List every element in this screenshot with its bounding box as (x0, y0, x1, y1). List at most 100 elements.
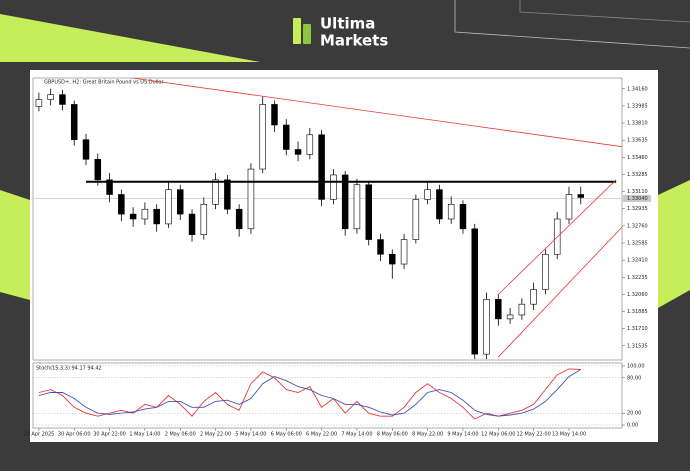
x-tick-label: 30 Apr 22:00 (93, 432, 126, 438)
y-tick-label: 1.31885 (627, 309, 648, 315)
candle-body (565, 194, 573, 220)
candle-body (318, 134, 325, 200)
current-price-box (623, 194, 651, 202)
candle-body (94, 158, 102, 181)
stripe (658, 180, 690, 308)
trend-line (129, 78, 622, 148)
chart-title: GBPUSD+, H2: Great Britain Pound vs US D… (44, 80, 164, 86)
candle-body (353, 184, 361, 230)
brand-text: Markets (320, 32, 388, 50)
indicator-line (38, 369, 582, 417)
main-plot-frame (32, 77, 623, 361)
candle-body (483, 298, 490, 355)
y-tick-label: 1.32060 (627, 292, 648, 298)
x-tick-label: 7 May 14:00 (341, 432, 372, 438)
candle-body (424, 189, 431, 200)
x-tick-label: 6 May 06:00 (271, 432, 302, 438)
decor-line (454, 0, 690, 49)
y-tick-label: 100.00 (627, 363, 645, 369)
decor-line (519, 0, 690, 23)
candle-body (129, 213, 137, 220)
x-tick-label: 13 May 14:00 (552, 432, 586, 438)
stripe (0, 190, 30, 300)
y-tick-label: 1.32410 (627, 258, 648, 264)
logo: Ultima Markets (293, 15, 388, 50)
candle-body (283, 124, 290, 150)
x-tick-label: 8 May 22:00 (412, 432, 443, 438)
candle-body (235, 208, 243, 230)
y-tick-label: 1.32585 (627, 240, 648, 246)
candle-body (247, 168, 255, 230)
candle-body (377, 239, 384, 255)
candle-body (294, 149, 302, 155)
candle-body (542, 253, 549, 290)
y-tick-label: 1.33985 (627, 103, 648, 109)
x-tick-label: 5 May 14:00 (235, 432, 266, 438)
candle-body (412, 199, 420, 240)
candle-body (436, 189, 443, 220)
x-tick-label: 9 May 14:00 (447, 432, 478, 438)
stoch-plot-frame (32, 362, 623, 429)
candle-body (330, 174, 337, 200)
y-tick-label: 1.33460 (627, 155, 648, 161)
candle-body (495, 298, 502, 320)
brand-text: Ultima (320, 15, 375, 33)
candle-body (70, 104, 78, 140)
stripe (0, 14, 260, 62)
candle-body (165, 189, 172, 225)
x-tick-label: 12 May 22:00 (517, 432, 551, 438)
y-tick-label: 1.32935 (627, 206, 648, 212)
candle-body (400, 239, 408, 265)
y-tick-label: 1.33110 (627, 189, 648, 195)
y-tick-label: 1.33635 (627, 138, 648, 144)
candle-body (365, 184, 372, 240)
y-tick-label: 1.31710 (627, 326, 648, 332)
candle-body (82, 139, 90, 160)
x-tick-label: 12 May 06:00 (481, 432, 515, 438)
stoch-plot (38, 368, 582, 420)
candle-body (224, 179, 231, 210)
x-tick-label: 1 May 14:00 (129, 432, 160, 438)
y-tick-label: 1.33285 (627, 172, 648, 178)
y-tick-label: 20.00 (627, 411, 641, 417)
y-tick-label: 0.00 (627, 423, 638, 429)
candle-body (200, 204, 208, 235)
candle-body (306, 134, 314, 155)
candle-body (59, 94, 66, 105)
y-tick-label: 1.32760 (627, 223, 648, 229)
main-plot (33, 78, 622, 360)
x-tick-label: 6 May 22:00 (306, 432, 337, 438)
candle-body (212, 179, 219, 205)
x-tick-label: 2 May 22:00 (200, 432, 231, 438)
candle-body (259, 104, 266, 170)
candle-body (577, 194, 585, 198)
x-tick-label: 30 Apr 06:00 (58, 432, 91, 438)
y-tick-label: 1.33810 (627, 121, 648, 127)
y-tick-label: 1.31535 (627, 343, 648, 349)
y-tick-label: 1.32235 (627, 275, 648, 281)
candle-body (341, 174, 349, 230)
candle-body (530, 289, 537, 305)
indicator-title: Stoch(15,3,3) 94.17 94.42 (36, 366, 102, 372)
x-tick-label: 8 May 06:00 (377, 432, 408, 438)
candle-body (471, 228, 478, 355)
candle-body (47, 94, 54, 100)
y-tick-label: 1.34160 (627, 86, 648, 92)
candle-body (106, 179, 113, 195)
candle-body (447, 204, 455, 220)
candle-body (177, 189, 184, 215)
candle-body (35, 99, 43, 107)
current-price-label: 1.33040 (627, 196, 648, 202)
trend-line (498, 226, 622, 358)
candle-body (506, 314, 514, 320)
candle-body (459, 204, 467, 230)
candle-body (141, 208, 149, 220)
candle-body (188, 213, 196, 235)
candle-body (389, 253, 396, 265)
candle-body (518, 303, 526, 316)
candle-body (118, 194, 125, 215)
logo-bar (303, 24, 311, 44)
candle-body (153, 208, 160, 225)
